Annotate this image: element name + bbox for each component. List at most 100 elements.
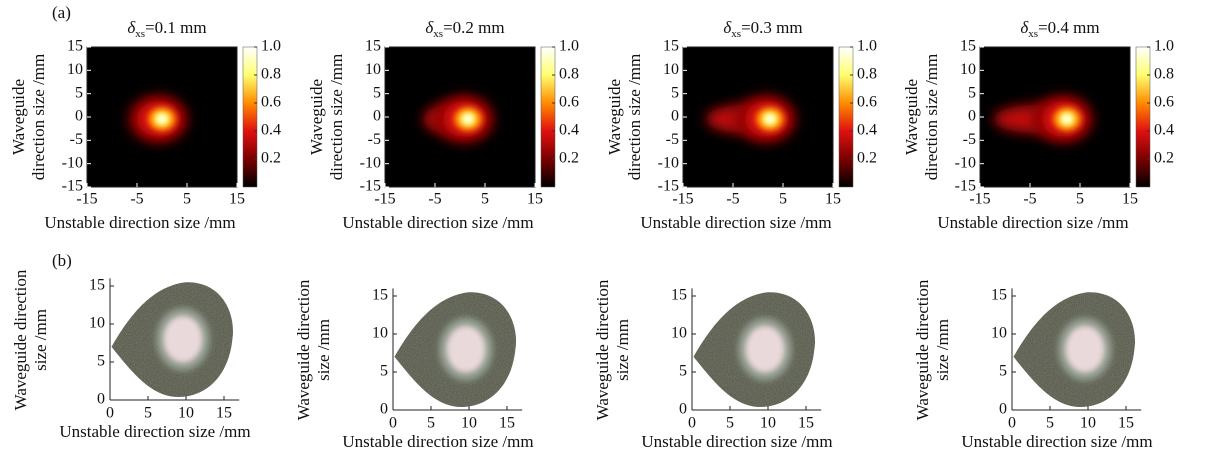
title-symbol: δ xyxy=(425,18,434,37)
y-tick-label: -10 xyxy=(62,154,83,171)
colorbar xyxy=(838,46,854,188)
x-tick-label: 10 xyxy=(760,415,776,432)
x-tick-label: 5 xyxy=(144,405,152,422)
y-tick-label: 5 xyxy=(999,363,1007,380)
spot-center xyxy=(745,325,785,373)
y-tick-label: 0 xyxy=(671,108,679,125)
beam xyxy=(1063,115,1071,123)
beam xyxy=(464,115,472,123)
colorbar-tick-label: 0.6 xyxy=(261,94,281,111)
colorbar-tick-label: 0.8 xyxy=(857,66,877,83)
y-tick-label: -5 xyxy=(963,131,976,148)
title-text: =0.1 mm xyxy=(145,18,207,37)
y-tick-label: -15 xyxy=(955,178,976,195)
x-tick-label: -15 xyxy=(969,191,990,208)
x-tick-label: 0 xyxy=(1008,415,1016,432)
spot-center xyxy=(446,325,486,373)
y-axis-title: size /mm xyxy=(31,309,50,371)
x-tick-label: 10 xyxy=(178,405,194,422)
y-axis-title: direction size /mm xyxy=(625,54,644,181)
colorbar-tick-label: 0.2 xyxy=(1154,150,1174,167)
y-axis-title: Waveguide xyxy=(9,79,28,155)
y-axis-title: Waveguide xyxy=(605,79,624,155)
colorbar xyxy=(1135,46,1151,188)
x-tick-label: 0 xyxy=(106,405,114,422)
y-tick-label: -15 xyxy=(658,178,679,195)
beam-photo xyxy=(693,292,816,407)
y-tick-label: 15 xyxy=(372,287,388,304)
y-tick-label: 0 xyxy=(75,108,83,125)
x-axis-title: Unstable direction size /mm xyxy=(342,213,533,232)
x-axis-title: Unstable direction size /mm xyxy=(640,213,831,232)
y-tick-label: 10 xyxy=(372,325,388,342)
y-axis-title: Waveguide xyxy=(307,79,326,155)
x-tick-label: 15 xyxy=(229,191,245,208)
y-tick-label: 5 xyxy=(968,84,976,101)
y-tick-label: 10 xyxy=(365,61,381,78)
colorbar xyxy=(540,46,556,188)
colorbar-tick-label: 1.0 xyxy=(857,38,877,55)
colorbar-tick-label: 0.4 xyxy=(857,122,877,139)
x-axis-title: Unstable direction size /mm xyxy=(44,213,235,232)
x-tick-label: 0 xyxy=(688,415,696,432)
colorbar-tick-label: 1.0 xyxy=(1154,38,1174,55)
x-tick-label: 15 xyxy=(798,415,814,432)
chart-title: δxs=0.4 mm xyxy=(1020,18,1099,40)
title-text: =0.3 mm xyxy=(741,18,803,37)
y-axis-title: direction size /mm xyxy=(327,54,346,181)
panel-label: (b) xyxy=(52,251,72,270)
y-tick-label: 5 xyxy=(75,84,83,101)
title-subscript: xs xyxy=(135,28,145,40)
y-tick-label: 15 xyxy=(663,38,679,55)
beam-photo xyxy=(111,282,234,397)
colorbar-tick-label: 0.8 xyxy=(559,66,579,83)
y-tick-label: 15 xyxy=(67,38,83,55)
title-text: =0.2 mm xyxy=(443,18,505,37)
x-tick-label: 5 xyxy=(183,191,191,208)
x-tick-label: 10 xyxy=(461,415,477,432)
x-tick-label: 5 xyxy=(1076,191,1084,208)
chart-title: δxs=0.3 mm xyxy=(723,18,802,40)
chart-title: δxs=0.2 mm xyxy=(425,18,504,40)
y-tick-label: 0 xyxy=(97,391,105,408)
x-tick-label: -15 xyxy=(672,191,693,208)
beam xyxy=(766,115,774,123)
y-tick-label: -10 xyxy=(360,154,381,171)
y-axis-title: Waveguide direction xyxy=(294,279,313,420)
title-symbol: δ xyxy=(723,18,732,37)
title-subscript: xs xyxy=(731,28,741,40)
y-tick-label: 0 xyxy=(679,401,687,418)
colorbar-tick-label: 1.0 xyxy=(261,38,281,55)
intensity-image xyxy=(423,95,494,143)
colorbar-tick-label: 0.6 xyxy=(1154,94,1174,111)
colorbar-tick-label: 0.4 xyxy=(559,122,579,139)
y-tick-label: -15 xyxy=(62,178,83,195)
y-tick-label: 15 xyxy=(365,38,381,55)
title-text: =0.4 mm xyxy=(1038,18,1100,37)
y-tick-label: -10 xyxy=(658,154,679,171)
x-tick-label: 5 xyxy=(1046,415,1054,432)
y-tick-label: 10 xyxy=(671,325,687,342)
beam-photo xyxy=(394,292,517,407)
y-tick-label: -10 xyxy=(955,154,976,171)
x-tick-label: 15 xyxy=(499,415,515,432)
y-tick-label: 10 xyxy=(991,325,1007,342)
y-axis-title: Waveguide direction xyxy=(913,279,932,420)
y-tick-label: 10 xyxy=(960,61,976,78)
y-tick-label: -5 xyxy=(70,131,83,148)
y-axis-title: Waveguide xyxy=(902,79,921,155)
panel-label: (a) xyxy=(52,3,71,22)
title-symbol: δ xyxy=(1020,18,1029,37)
x-tick-label: 15 xyxy=(216,405,232,422)
y-tick-label: 10 xyxy=(67,61,83,78)
x-axis-title: Unstable direction size /mm xyxy=(961,432,1152,451)
colorbar-tick-label: 1.0 xyxy=(559,38,579,55)
y-axis-title: size /mm xyxy=(613,319,632,381)
x-tick-label: -5 xyxy=(726,191,739,208)
x-axis-title: Unstable direction size /mm xyxy=(641,432,832,451)
colorbar-tick-label: 0.8 xyxy=(1154,66,1174,83)
x-tick-label: 5 xyxy=(481,191,489,208)
x-tick-label: -15 xyxy=(76,191,97,208)
y-tick-label: 5 xyxy=(97,353,105,370)
